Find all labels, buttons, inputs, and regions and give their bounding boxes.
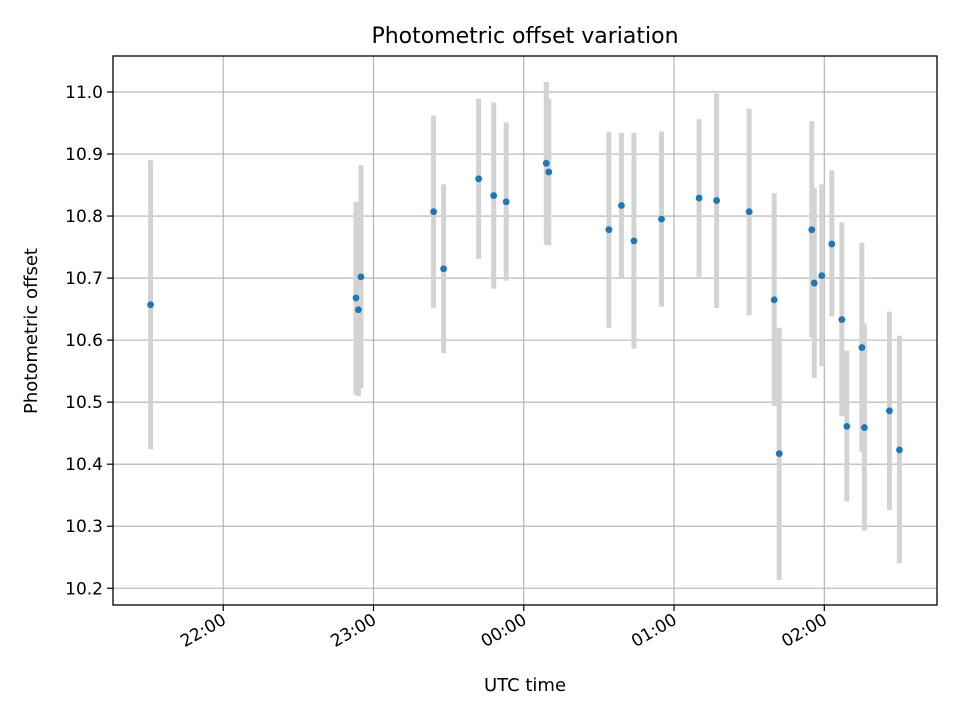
- y-tick-label: 10.8: [65, 207, 103, 227]
- data-point: [502, 198, 510, 206]
- data-point: [605, 226, 613, 234]
- data-point: [808, 226, 816, 234]
- y-tick-label: 11.0: [65, 83, 103, 103]
- data-point: [630, 237, 638, 245]
- data-point: [147, 301, 154, 309]
- data-point: [542, 159, 550, 167]
- data-point: [860, 424, 868, 431]
- plot-frame: [112, 55, 938, 606]
- data-point: [430, 208, 437, 216]
- data-point: [618, 202, 625, 209]
- y-tick-label: 10.9: [65, 145, 103, 165]
- y-tick-label: 10.5: [65, 393, 103, 413]
- data-point: [896, 446, 903, 454]
- grid: [113, 56, 937, 605]
- data-point: [858, 344, 866, 351]
- y-tick-label: 10.2: [65, 579, 103, 599]
- data-point: [828, 240, 836, 248]
- y-tick-label: 10.7: [65, 269, 103, 289]
- data-point: [843, 422, 851, 430]
- data-point: [357, 273, 365, 281]
- chart-title: Photometric offset variation: [371, 24, 678, 49]
- y-tick-label: 10.4: [65, 455, 103, 475]
- data-point: [352, 294, 360, 302]
- data-point: [545, 168, 553, 176]
- y-axis-label: Photometric offset: [21, 248, 42, 414]
- data-point: [810, 279, 818, 287]
- data-point: [745, 208, 753, 216]
- data-point: [770, 296, 778, 304]
- data-point: [490, 192, 498, 199]
- y-tick-label: 10.6: [65, 331, 103, 351]
- data-point: [355, 306, 362, 314]
- data-point: [658, 215, 665, 223]
- data-points: [147, 159, 903, 458]
- data-point: [695, 194, 703, 202]
- data-point: [775, 450, 783, 458]
- y-tick-label: 10.3: [65, 517, 103, 537]
- data-point: [475, 175, 483, 183]
- data-point: [440, 265, 448, 273]
- x-axis-label: UTC time: [484, 675, 566, 696]
- data-point: [838, 316, 846, 324]
- data-point: [713, 197, 720, 204]
- data-point: [886, 407, 893, 415]
- data-point: [818, 272, 826, 279]
